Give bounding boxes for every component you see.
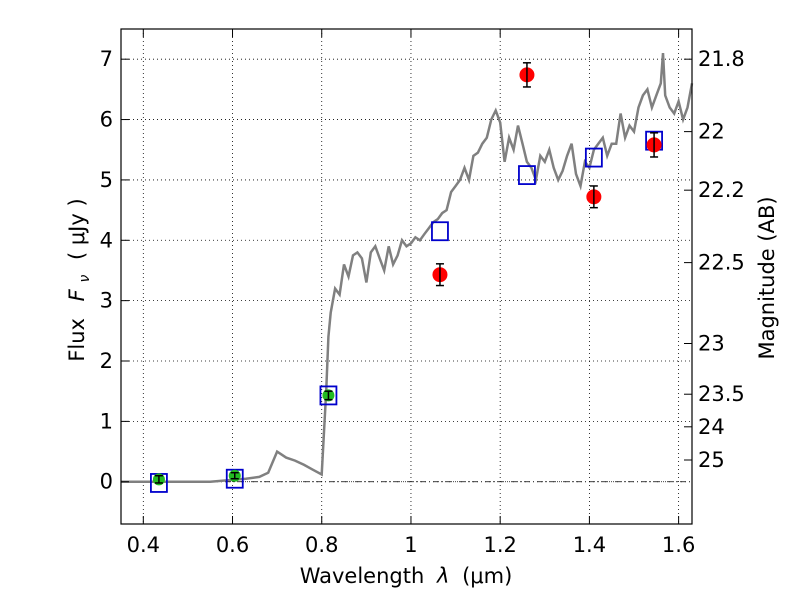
y2-tick-label: 23.5: [698, 382, 745, 406]
x-axis-label: Wavelength λ (μm): [300, 564, 513, 588]
x-tick-label: 1: [404, 533, 417, 557]
y-tick-label: 5: [100, 168, 113, 192]
model-spectrum-line: [121, 53, 694, 483]
x-tick-label: 1.6: [662, 533, 695, 557]
y2-tick-label: 21.8: [698, 47, 745, 71]
y-tick-label: 6: [100, 108, 113, 132]
model-photometry-square: [319, 385, 338, 406]
y-tick-label: 0: [100, 470, 113, 494]
x-tick-label: 0.4: [127, 533, 160, 557]
x-tick-label: 1.4: [573, 533, 606, 557]
y2-tick-label: 22.5: [698, 251, 745, 275]
plot-frame: [120, 28, 693, 525]
y-axis-ticks: 0 1 2 3 4 5 6 7: [100, 47, 129, 494]
y-label-subscript: ν: [77, 275, 93, 283]
y2-axis-label: Magnitude (AB): [755, 196, 779, 359]
y-axis-label: Flux F ν ( μJy ): [65, 198, 94, 361]
y2-tick-label: 24: [698, 415, 725, 439]
y2-tick-label: 25: [698, 448, 725, 472]
y2-axis-ticks: 21.8 22 22.2 22.5 23 23.5 24 25: [684, 47, 745, 472]
y-tick-label: 1: [100, 409, 113, 433]
model-photometry-square: [518, 165, 536, 185]
y-tick-label: 4: [100, 228, 113, 252]
x-label-prefix: Wavelength: [300, 564, 425, 588]
y-tick-label: 3: [100, 289, 113, 313]
model-photometry-square: [584, 147, 603, 168]
x-axis-ticks: 0.4 0.6 0.8 1 1.2 1.4 1.6: [127, 29, 695, 557]
x-tick-label: 0.8: [305, 533, 338, 557]
x-tick-label: 0.6: [216, 533, 249, 557]
y-label-prefix: Flux: [65, 318, 89, 362]
x-label-symbol: λ: [436, 564, 449, 588]
y-label-symbol: F: [65, 288, 89, 301]
grid-lines: [121, 29, 692, 524]
model-photometry-square: [431, 221, 449, 242]
x-label-units: (μm): [462, 564, 512, 588]
observed-photometry-points: [152, 62, 662, 486]
x-tick-label: 1.2: [483, 533, 516, 557]
y2-tick-label: 23: [698, 332, 725, 356]
y-tick-label: 2: [100, 349, 113, 373]
y2-tick-label: 22: [698, 120, 725, 144]
y-label-units: ( μJy ): [65, 198, 89, 260]
y-tick-label: 7: [100, 47, 113, 71]
y2-tick-label: 22.2: [698, 178, 745, 202]
